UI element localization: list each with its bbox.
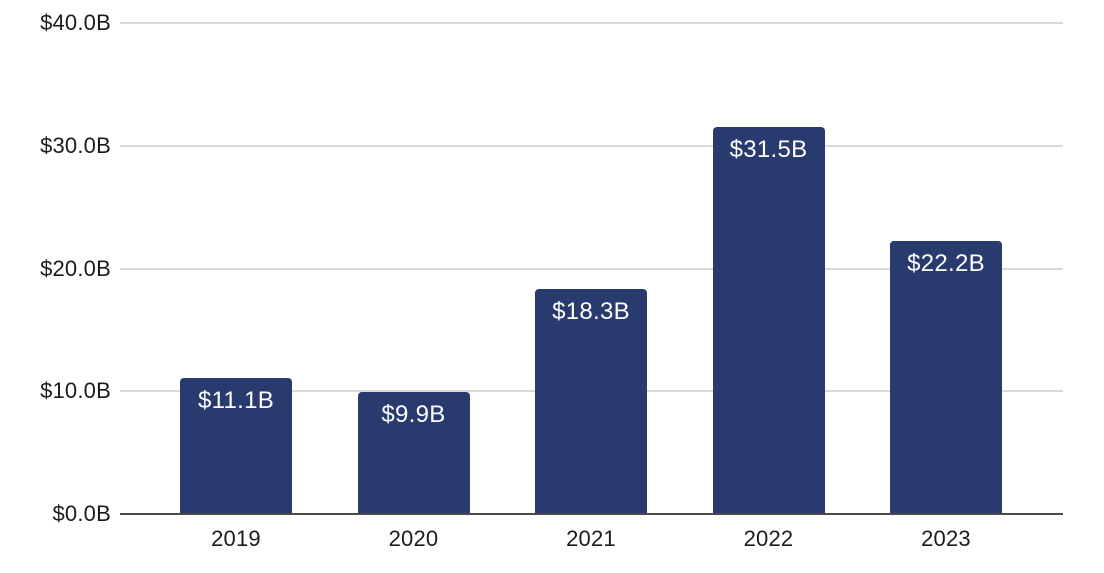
bar-value-label-2023: $22.2B: [907, 250, 985, 278]
bar-2021: [535, 289, 647, 515]
bar-value-label-2021: $18.3B: [552, 298, 630, 326]
bar-value-label-2022: $31.5B: [729, 136, 808, 164]
y-axis-tick-label: $20.0B: [40, 255, 111, 281]
x-axis-tick-label-2019: 2019: [211, 526, 261, 551]
x-axis-tick-label-2023: 2023: [921, 526, 971, 551]
x-axis-tick-label-2021: 2021: [566, 526, 616, 551]
bar-2022: [712, 127, 825, 515]
y-axis-tick-label: $10.0B: [40, 378, 111, 404]
bar-value-label-2020: $9.9B: [381, 401, 446, 429]
x-axis-tick-label-2022: 2022: [743, 526, 794, 551]
bar-value-label-2019: $11.1B: [197, 386, 275, 414]
bar-2019: [180, 377, 292, 515]
x-axis-tick-label-2020: 2020: [388, 526, 439, 551]
gridline: [120, 22, 1063, 24]
y-axis-tick-label: $40.0B: [40, 10, 111, 35]
bar-2023: [890, 241, 1002, 515]
gridline: [120, 144, 1063, 147]
y-axis-tick-label: $0.0B: [52, 501, 111, 526]
y-axis-tick-label: $30.0B: [40, 132, 111, 158]
bar-2020: [357, 392, 470, 515]
